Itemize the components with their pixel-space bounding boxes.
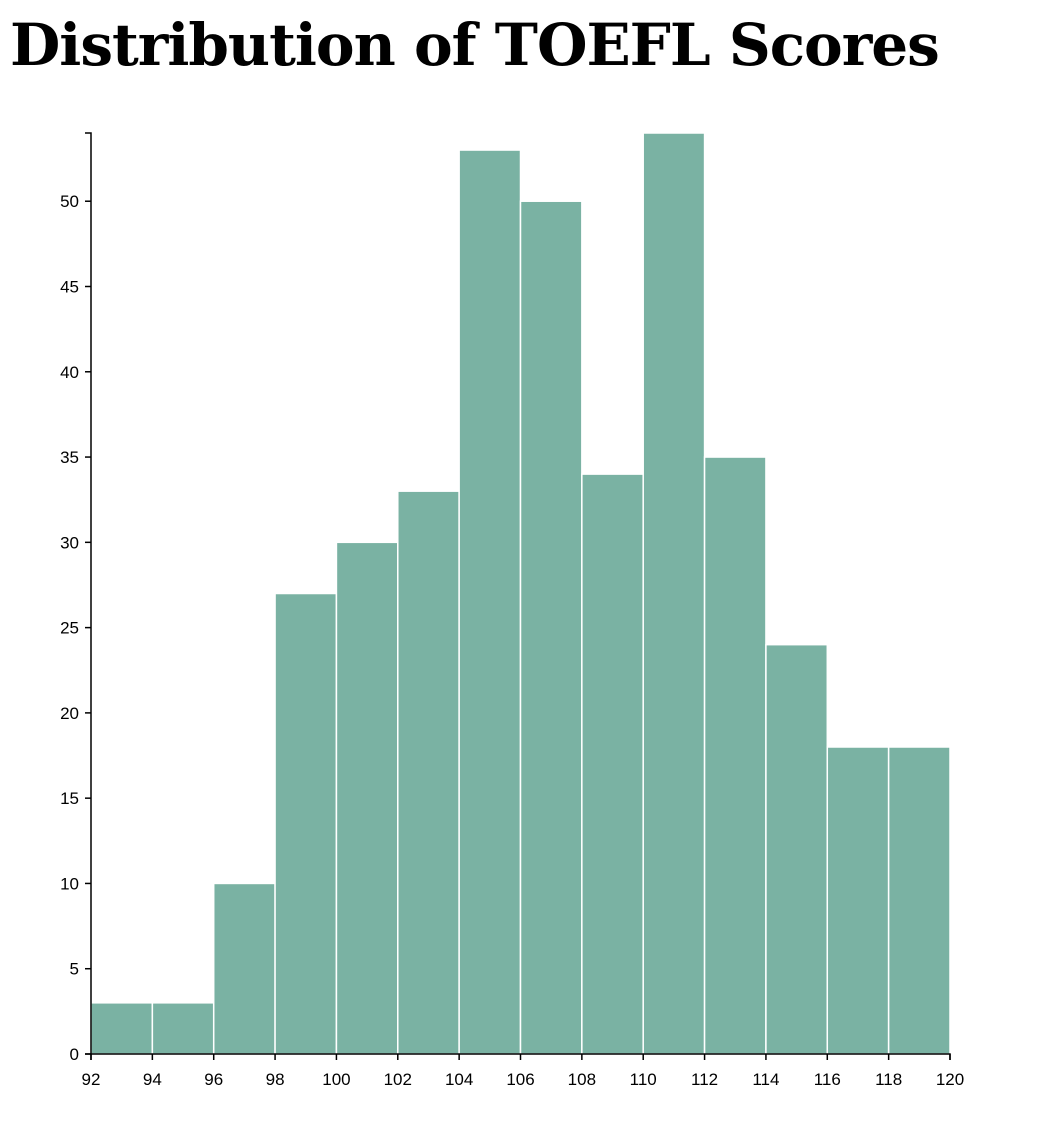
histogram-bar-96-98 [212, 882, 276, 1055]
x-tick-label-116: 116 [814, 1070, 841, 1089]
x-tick-label-104: 104 [445, 1070, 473, 1089]
x-tick-label-106: 106 [506, 1070, 534, 1089]
y-tick-label-25: 25 [60, 619, 79, 638]
x-tick-label-102: 102 [384, 1070, 412, 1089]
x-tick-label-112: 112 [691, 1070, 718, 1089]
histogram-bar-94-96 [151, 1002, 215, 1055]
x-axis: 92 94 96 98 100 102 104 106 108 110 112 114 116 118 12… [82, 1053, 964, 1089]
y-tick-label-15: 15 [60, 789, 79, 808]
y-tick-label-10: 10 [60, 874, 79, 893]
x-tick-label-96: 96 [204, 1070, 223, 1089]
x-tick-label-108: 108 [568, 1070, 596, 1089]
histogram-bar-108-110 [581, 473, 644, 1055]
x-tick-label-110: 110 [630, 1070, 657, 1089]
bars-group [90, 132, 951, 1055]
y-tick-label-0: 0 [70, 1045, 79, 1064]
histogram-bar-112-114 [703, 456, 767, 1055]
y-tick-label-45: 45 [60, 278, 79, 297]
histogram-bar-104-106 [458, 149, 522, 1055]
page-title: Distribution of TOEFL Scores [10, 11, 940, 79]
x-tick-label-118: 118 [875, 1070, 902, 1089]
y-tick-label-30: 30 [60, 533, 79, 552]
x-tick-label-94: 94 [143, 1070, 162, 1089]
histogram-bar-110-112 [642, 132, 706, 1055]
histogram-bar-98-100 [274, 592, 338, 1055]
y-axis: 0 5 10 15 20 25 30 35 40 45 50 [60, 132, 92, 1064]
x-tick-label-120: 120 [936, 1070, 964, 1089]
histogram-bar-106-108 [519, 200, 583, 1055]
y-tick-label-5: 5 [70, 960, 79, 979]
histogram-bar-118-120 [887, 746, 951, 1055]
histogram-bar-100-102 [335, 541, 399, 1055]
histogram-bar-116-118 [826, 746, 890, 1055]
histogram-bar-92-94 [90, 1002, 154, 1055]
y-tick-label-40: 40 [60, 363, 79, 382]
x-tick-label-114: 114 [752, 1070, 779, 1089]
histogram-bar-114-116 [765, 643, 829, 1055]
y-tick-label-20: 20 [60, 704, 79, 723]
x-tick-label-100: 100 [322, 1070, 350, 1089]
y-tick-label-50: 50 [60, 192, 79, 211]
histogram-bar-102-104 [397, 490, 460, 1055]
y-axis-line [85, 132, 92, 1055]
x-tick-label-92: 92 [82, 1070, 101, 1089]
x-tick-label-98: 98 [266, 1070, 285, 1089]
y-tick-label-35: 35 [60, 448, 79, 467]
